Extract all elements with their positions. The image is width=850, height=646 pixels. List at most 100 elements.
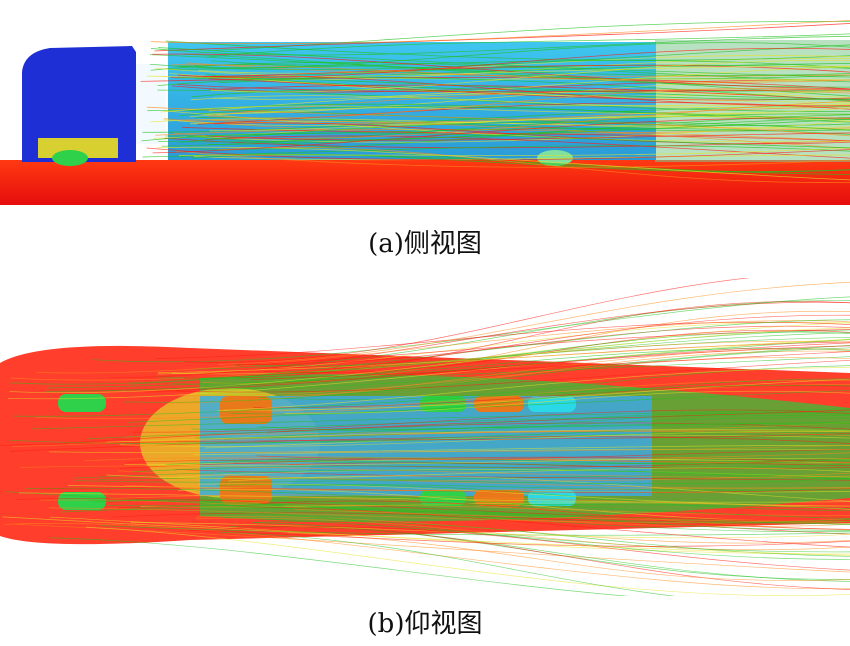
streamline <box>160 105 850 115</box>
streamline <box>124 458 850 466</box>
streamline <box>94 498 850 531</box>
streamline <box>193 300 850 370</box>
streamline <box>218 63 850 84</box>
streamline <box>152 53 850 90</box>
streamline <box>175 469 850 481</box>
streamline <box>9 319 850 385</box>
streamline <box>218 281 850 365</box>
ground-flow-band <box>0 160 850 205</box>
streamline <box>216 366 850 412</box>
streamline <box>83 456 850 464</box>
streamline <box>177 77 850 100</box>
streamline <box>40 487 850 493</box>
streamline <box>294 508 850 524</box>
streamline <box>260 500 850 530</box>
streamline <box>131 465 850 480</box>
streamline <box>124 484 850 491</box>
streamline <box>158 338 850 374</box>
streamline <box>132 359 850 393</box>
streamline <box>193 448 850 456</box>
streamline <box>3 523 850 589</box>
streamline <box>154 23 850 52</box>
streamline <box>222 517 850 553</box>
streamline <box>49 516 850 555</box>
wheel-drive-right <box>220 476 272 504</box>
streamline <box>129 505 850 523</box>
streamline <box>99 525 850 536</box>
streamline <box>210 59 850 93</box>
streamline <box>253 385 850 408</box>
streamline <box>198 483 850 507</box>
streamline <box>74 469 850 479</box>
streamline <box>13 384 850 417</box>
streamline <box>124 347 850 403</box>
streamline <box>49 445 850 454</box>
streamline <box>156 321 850 359</box>
streamline <box>179 121 850 143</box>
streamline <box>10 340 850 381</box>
streamline <box>213 415 850 430</box>
streamline <box>157 146 850 181</box>
cab-window <box>136 64 166 144</box>
wheel-front-right <box>58 492 106 510</box>
streamline <box>268 457 850 465</box>
streamline <box>158 118 850 143</box>
streamline <box>283 350 850 397</box>
streamline <box>119 456 850 469</box>
streamline <box>119 430 850 447</box>
caption-bottom-view: (b)仰视图 <box>367 609 483 639</box>
streamline <box>158 47 850 78</box>
streamline <box>195 517 850 551</box>
streamline <box>150 20 850 45</box>
side-view-panel <box>0 0 850 210</box>
streamline <box>36 320 850 374</box>
streamline <box>161 113 850 147</box>
streamline <box>131 522 850 539</box>
streamline <box>146 106 850 137</box>
streamline <box>74 475 850 483</box>
streamline <box>202 445 850 453</box>
streamline <box>177 47 850 78</box>
streamline <box>177 64 850 97</box>
streamline <box>208 84 850 101</box>
streamline <box>217 483 850 491</box>
streamline <box>50 537 630 596</box>
streamline <box>209 116 850 132</box>
streamline <box>207 88 850 119</box>
streamline <box>164 110 850 143</box>
front-wheel <box>52 150 88 166</box>
streamline <box>287 532 850 581</box>
streamline <box>88 499 850 532</box>
streamline <box>145 342 850 393</box>
streamline <box>7 339 850 400</box>
streamline <box>216 458 850 465</box>
streamline <box>230 378 850 415</box>
streamline <box>208 78 850 101</box>
streamline <box>281 484 850 511</box>
streamline <box>157 321 850 375</box>
streamline <box>19 465 850 478</box>
streamline <box>213 66 850 100</box>
streamline <box>170 452 850 460</box>
streamline <box>9 327 850 394</box>
streamline <box>217 146 850 183</box>
truck-bottom-streamlines-image <box>0 278 850 596</box>
streamline <box>203 75 850 107</box>
streamline <box>250 351 850 380</box>
cab-body <box>22 46 136 162</box>
streamline <box>178 147 850 156</box>
streamline <box>187 529 850 547</box>
streamline <box>214 122 850 145</box>
streamline <box>177 84 850 93</box>
streamline <box>0 433 850 446</box>
streamline <box>236 329 850 366</box>
streamline <box>234 325 850 365</box>
streamline <box>233 329 850 367</box>
side-streamlines <box>140 20 850 183</box>
streamline <box>184 314 850 379</box>
streamline <box>220 531 676 596</box>
streamline <box>150 35 850 56</box>
streamline <box>178 42 850 69</box>
streamline <box>176 357 850 396</box>
streamline <box>155 67 850 81</box>
